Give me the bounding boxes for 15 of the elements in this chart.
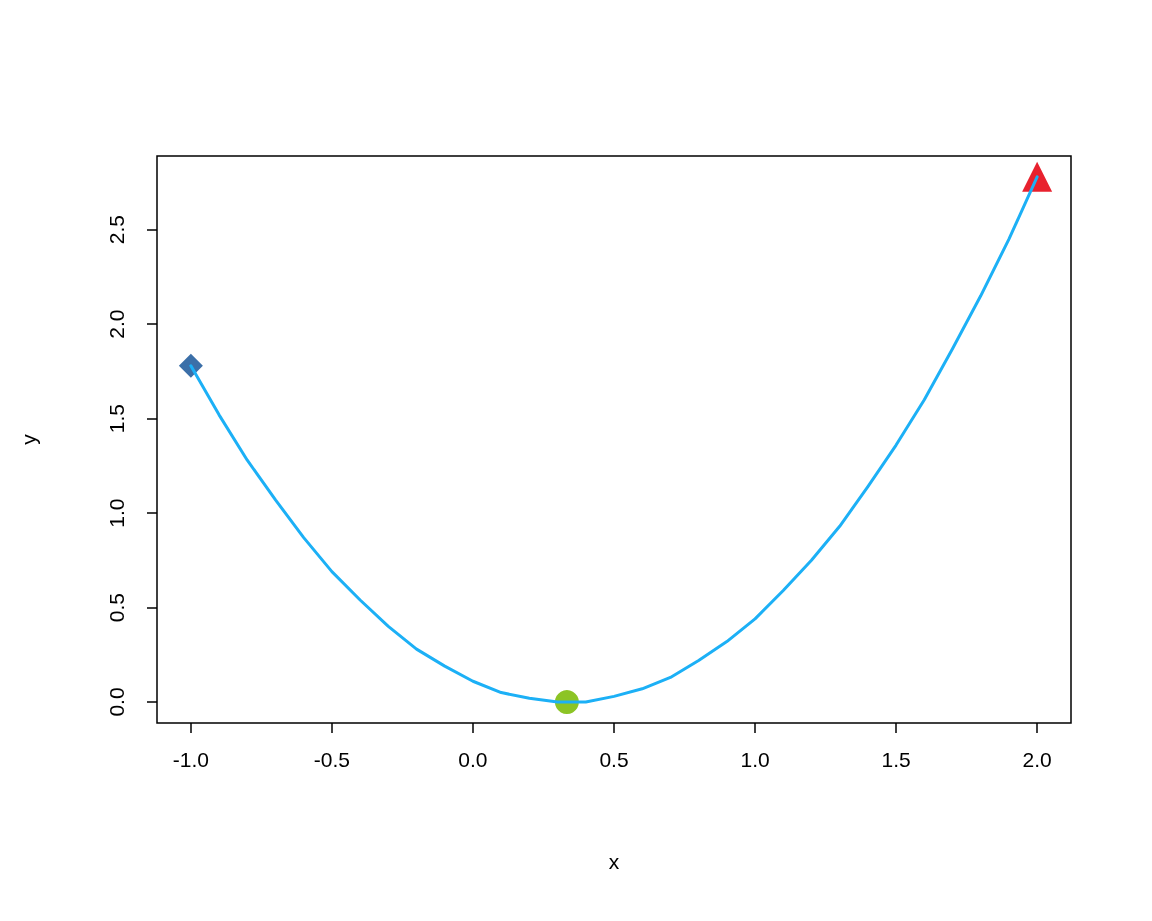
y-tick-label: 1.5 <box>105 404 128 434</box>
x-tick-label: 0.0 <box>458 748 488 771</box>
x-tick-label: 2.0 <box>1022 748 1052 771</box>
y-axis-title: y <box>17 433 40 445</box>
x-tick-label: 0.5 <box>599 748 629 771</box>
y-tick-label: 0.0 <box>105 687 128 717</box>
x-tick-label: 1.0 <box>740 748 770 771</box>
x-tick-label: -0.5 <box>313 748 350 771</box>
x-axis-title: x <box>608 850 620 873</box>
y-tick-label: 2.0 <box>105 309 128 339</box>
y-tick-label: 0.5 <box>105 592 128 623</box>
y-tick-label: 1.0 <box>105 498 128 528</box>
x-tick-label: 1.5 <box>881 748 911 771</box>
y-tick-label: 2.5 <box>105 215 128 245</box>
x-tick-label: -1.0 <box>172 748 209 771</box>
